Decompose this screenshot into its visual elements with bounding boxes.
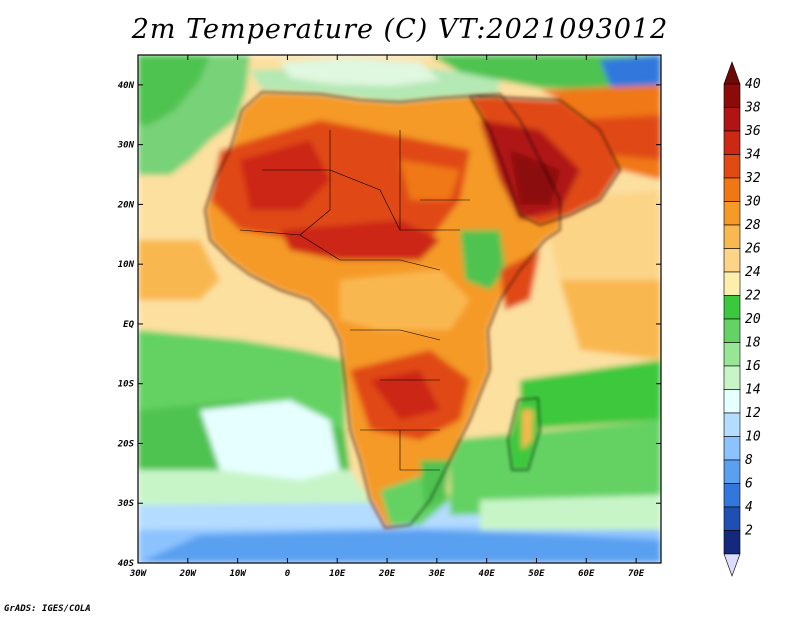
footer-credit: GrADS: IGES/COLA (4, 604, 91, 614)
colorbar-swatch (723, 201, 741, 226)
colorbar-swatch (723, 177, 741, 202)
colorbar-swatch (723, 271, 741, 296)
lat-tick-label: 20N (117, 200, 135, 210)
longitude-axis: 30W 20W 10W 0 10E 20E 30E 40E 50E 60E 70E (129, 55, 645, 579)
colorbar-swatch (723, 530, 741, 555)
colorbar-label: 10 (745, 430, 761, 445)
colorbar-label: 24 (745, 265, 761, 280)
colorbar-label: 18 (745, 336, 761, 351)
lat-tick-label: 30N (117, 141, 135, 151)
colorbar-swatch (723, 318, 741, 343)
lat-tick-label: EQ (123, 320, 134, 330)
colorbar-label: 20 (745, 312, 761, 327)
lat-tick-label: 10S (118, 380, 135, 390)
lon-tick-label: 40E (479, 569, 496, 579)
colorbar-swatch (723, 130, 741, 155)
colorbar-swatch (723, 107, 741, 132)
colorbar-swatch (723, 436, 741, 461)
lon-tick-label: 20W (179, 569, 198, 579)
colorbar-min-arrow (723, 553, 741, 577)
lat-tick-label: 10N (118, 260, 135, 270)
temperature-field (138, 55, 661, 563)
colorbar-swatch (723, 365, 741, 390)
lon-tick-label: 50E (528, 569, 545, 579)
colorbar-label: 6 (745, 477, 753, 492)
colorbar-max-arrow (723, 61, 741, 85)
colorbar-swatch (723, 154, 741, 179)
lon-tick-label: 10E (329, 569, 346, 579)
colorbar-label: 38 (744, 101, 761, 116)
lon-tick-label: 60E (578, 569, 595, 579)
colorbar-label: 32 (744, 171, 761, 186)
colorbar-label: 40 (745, 77, 761, 92)
latitude-axis: 40N 30N 20N 10N EQ 10S 20S 30S 40S (117, 81, 661, 569)
colorbar-label: 34 (744, 148, 761, 163)
colorbar-swatch (723, 412, 741, 437)
lat-tick-label: 40N (118, 81, 135, 91)
colorbar-swatch (723, 295, 741, 320)
colorbar-label: 28 (745, 218, 761, 233)
lon-tick-label: 10W (229, 569, 247, 579)
colorbar-label: 8 (745, 453, 753, 468)
colorbar-swatch (723, 248, 741, 273)
colorbar-label: 26 (745, 242, 761, 257)
map-title: 2m Temperature (C) VT:2021093012 (131, 14, 669, 45)
colorbar-label: 36 (744, 124, 761, 139)
colorbar-swatch (723, 342, 741, 367)
lon-tick-label: 20E (378, 569, 396, 579)
colorbar-label: 14 (745, 383, 761, 398)
colorbar-label: 30 (744, 195, 761, 210)
lat-tick-label: 30S (117, 499, 135, 509)
colorbar-swatch (723, 459, 741, 484)
lon-tick-label: 0 (285, 569, 291, 579)
colorbar-label: 16 (745, 359, 761, 374)
colorbar: 40 38 36 34 32 30 28 26 24 22 20 18 16 14 12 10 8 6 4 2 (723, 61, 761, 577)
lat-tick-label: 40S (118, 559, 135, 569)
colorbar-swatch (723, 506, 741, 531)
lon-tick-label: 30W (129, 569, 148, 579)
map-frame (137, 54, 662, 564)
colorbar-label: 12 (745, 406, 761, 421)
colorbar-swatch (723, 483, 741, 508)
colorbar-swatch (723, 83, 741, 108)
lon-tick-label: 70E (628, 569, 645, 579)
colorbar-swatch (723, 224, 741, 249)
colorbar-label: 4 (745, 500, 753, 515)
colorbar-label: 22 (745, 289, 761, 304)
colorbar-label: 2 (745, 524, 753, 539)
colorbar-swatch (723, 389, 741, 414)
lon-tick-label: 30E (428, 569, 446, 579)
lat-tick-label: 20S (117, 439, 135, 449)
